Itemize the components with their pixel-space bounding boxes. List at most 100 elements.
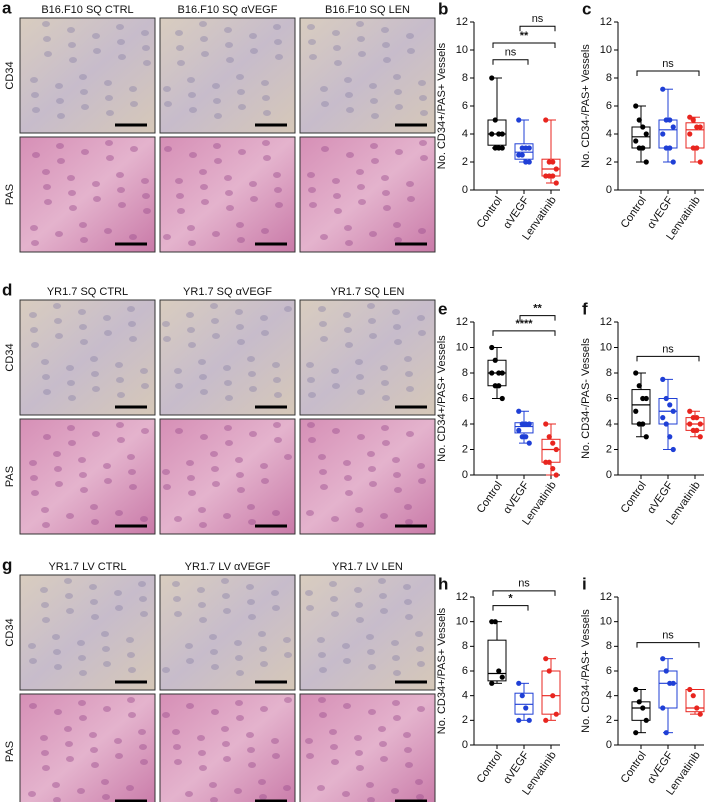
nucleus <box>129 234 137 240</box>
nucleus <box>200 434 208 440</box>
data-point <box>697 421 703 427</box>
nucleus <box>318 454 326 460</box>
nucleus <box>356 169 364 175</box>
nucleus <box>186 312 194 318</box>
nucleus <box>234 640 242 646</box>
nucleus <box>246 584 254 590</box>
nucleus <box>308 392 316 398</box>
panel-letter: i <box>582 574 587 593</box>
nucleus <box>331 759 339 765</box>
nucleus <box>379 593 387 599</box>
nucleus <box>43 434 51 440</box>
nucleus <box>382 395 390 401</box>
data-point <box>499 131 505 137</box>
panel-letter: h <box>438 574 448 593</box>
y-tick-label: 10 <box>456 341 468 353</box>
nucleus <box>78 457 86 463</box>
y-tick-label: 12 <box>600 316 612 328</box>
nucleus <box>42 169 50 175</box>
data-point <box>543 656 549 662</box>
nucleus <box>52 634 60 640</box>
data-point <box>519 152 525 158</box>
nucleus <box>392 655 400 661</box>
nucleus <box>306 510 314 516</box>
nucleus <box>40 587 48 593</box>
nucleus <box>305 738 313 744</box>
y-tick-label: 8 <box>462 640 468 652</box>
nucleus <box>90 504 98 510</box>
nucleus <box>354 735 362 741</box>
nucleus <box>42 21 50 27</box>
y-tick-label: 2 <box>606 714 612 726</box>
nucleus <box>306 362 314 368</box>
image-title: YR1.7 LV αVEGF <box>185 561 271 573</box>
nucleus <box>41 507 49 513</box>
nucleus <box>404 599 412 605</box>
data-point <box>546 668 552 674</box>
nucleus <box>189 152 197 158</box>
nucleus <box>354 587 362 593</box>
nucleus <box>28 643 36 649</box>
nucleus <box>273 24 281 30</box>
nucleus <box>366 634 374 640</box>
nucleus <box>89 732 97 738</box>
significance-bracket <box>492 330 556 336</box>
nucleus <box>249 33 257 39</box>
nucleus <box>68 42 76 48</box>
data-point <box>489 75 495 81</box>
data-point <box>550 440 556 446</box>
nucleus <box>129 336 137 342</box>
nucleus <box>392 700 400 706</box>
nucleus <box>367 451 375 457</box>
data-point <box>633 103 639 109</box>
nucleus <box>163 86 171 92</box>
nucleus <box>41 750 49 756</box>
nucleus <box>393 670 401 676</box>
significance-label: ns <box>662 630 674 642</box>
micrograph <box>159 17 296 134</box>
nucleus <box>334 208 342 214</box>
nucleus <box>419 95 427 101</box>
y-tick-label: 10 <box>456 44 468 56</box>
data-point <box>633 138 639 144</box>
nucleus <box>118 202 126 208</box>
nucleus <box>201 51 209 57</box>
data-point <box>643 395 649 402</box>
nucleus <box>272 510 280 516</box>
nucleus <box>92 386 100 392</box>
nucleus <box>41 359 49 365</box>
nucleus <box>407 196 415 202</box>
data-point <box>519 693 525 699</box>
nucleus <box>225 42 233 48</box>
data-point <box>523 705 529 711</box>
y-tick-label: 10 <box>600 616 612 628</box>
nucleus <box>308 39 316 45</box>
nucleus <box>199 169 207 175</box>
panel-letter: g <box>2 555 12 574</box>
data-point <box>643 131 649 137</box>
data-point <box>690 693 696 699</box>
nucleus <box>174 368 182 374</box>
nucleus <box>188 240 196 246</box>
data-point <box>553 166 559 172</box>
nucleus <box>306 753 314 759</box>
panel-letter: a <box>2 0 12 17</box>
nucleus <box>54 318 62 324</box>
y-tick-label: 0 <box>462 184 468 196</box>
data-point <box>660 131 666 137</box>
nucleus <box>260 463 268 469</box>
nucleus <box>141 178 149 184</box>
nucleus <box>330 744 338 750</box>
nucleus <box>358 199 366 205</box>
nucleus <box>53 303 61 309</box>
box <box>658 670 678 709</box>
nucleus <box>31 490 39 496</box>
nucleus <box>209 782 217 788</box>
x-tick-label: Control <box>619 480 649 516</box>
nucleus <box>78 309 86 315</box>
nucleus <box>236 472 244 478</box>
nucleus <box>163 234 171 240</box>
nucleus <box>416 646 424 652</box>
nucleus <box>236 74 244 80</box>
nucleus <box>406 386 414 392</box>
